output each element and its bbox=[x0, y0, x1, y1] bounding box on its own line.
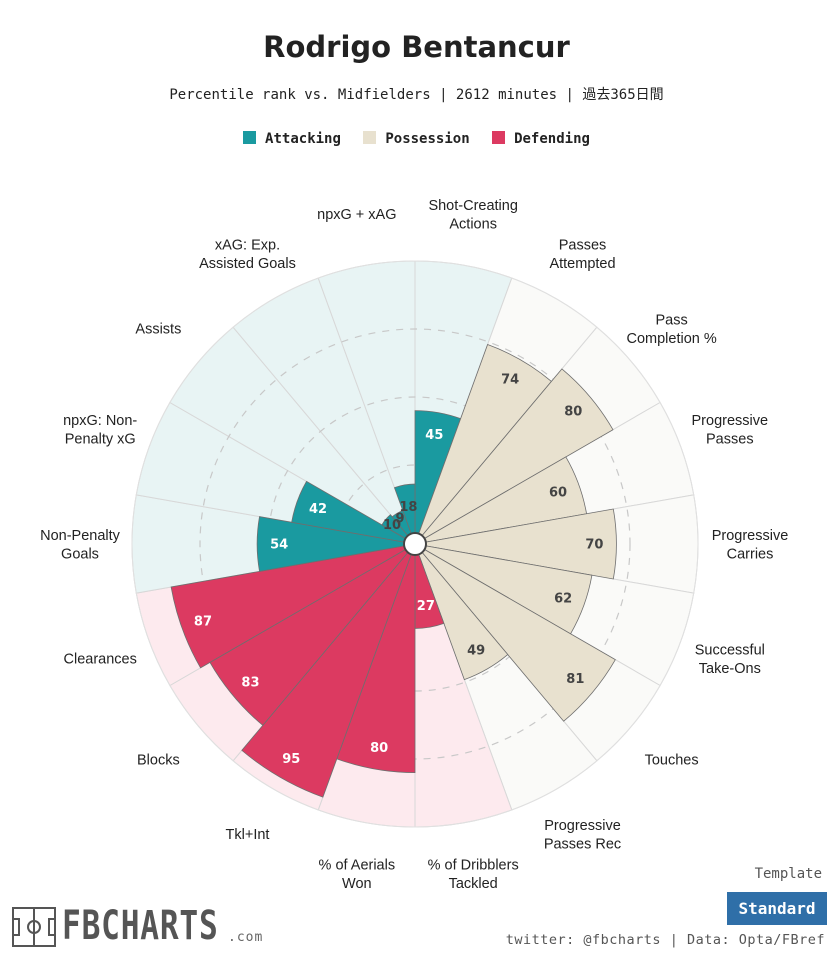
category-label-line: Progressive bbox=[692, 413, 769, 429]
category-label-line: Passes bbox=[559, 238, 607, 254]
value-label-clearances: 87 bbox=[194, 615, 212, 630]
category-label-line: Clearances bbox=[64, 652, 137, 668]
legend-item-defending: Defending bbox=[492, 131, 590, 147]
category-label-line: Tkl+Int bbox=[226, 827, 270, 843]
chart-subtitle: Percentile rank vs. Midfielders | 2612 m… bbox=[169, 87, 664, 103]
category-label-blocks: Blocks bbox=[137, 752, 180, 768]
category-label-line: % of Aerials bbox=[319, 858, 396, 874]
value-label-progressive-carries: 70 bbox=[585, 538, 603, 553]
category-label-progressive-carries: Progressive Carries bbox=[712, 528, 789, 563]
legend-label-defending: Defending bbox=[514, 131, 590, 147]
category-label-touches: Touches bbox=[645, 752, 699, 768]
category-label-line: Passes bbox=[706, 432, 754, 448]
value-label-blocks: 83 bbox=[241, 676, 259, 691]
category-label-line: Won bbox=[342, 876, 372, 892]
legend-label-attacking: Attacking bbox=[265, 131, 341, 147]
value-label-npxg-xag: 18 bbox=[399, 500, 417, 515]
category-label-xag-exp-assisted-goals: xAG: Exp. Assisted Goals bbox=[199, 238, 296, 273]
value-label-npxg-non-penalty-xg: 42 bbox=[309, 502, 327, 517]
value-label-assists: 10 bbox=[383, 518, 401, 533]
template-label: Template bbox=[754, 866, 822, 882]
category-label-line: Touches bbox=[645, 752, 699, 768]
legend-item-attacking: Attacking bbox=[243, 131, 341, 147]
category-label-passes-attempted: Passes Attempted bbox=[549, 238, 615, 273]
category-label-line: Penalty xG bbox=[65, 432, 136, 448]
category-label-line: Progressive bbox=[544, 818, 621, 834]
template-standard-button[interactable]: Standard bbox=[727, 892, 827, 925]
category-label-line: Blocks bbox=[137, 752, 180, 768]
category-label-line: % of Dribblers bbox=[428, 858, 519, 874]
category-label-line: Take-Ons bbox=[699, 661, 761, 677]
value-label-progressive-passes: 60 bbox=[549, 485, 567, 500]
category-label-line: npxG: Non- bbox=[63, 413, 137, 429]
category-label-line: npxG + xAG bbox=[317, 207, 396, 223]
brand-logo-text: FBCHARTS bbox=[62, 903, 219, 949]
legend-item-possession: Possession bbox=[363, 131, 470, 147]
category-label-npxg-xag: npxG + xAG bbox=[317, 207, 396, 223]
value-label-progressive-passes-rec: 49 bbox=[467, 643, 485, 658]
chart-title: Rodrigo Bentancur bbox=[263, 30, 570, 64]
category-label-line: Assisted Goals bbox=[199, 256, 296, 272]
value-label-xag-exp-assisted-goals: 9 bbox=[395, 512, 404, 527]
category-label-line: xAG: Exp. bbox=[215, 238, 280, 254]
legend-swatch-attacking bbox=[243, 131, 257, 144]
category-label-non-penalty-goals: Non-Penalty Goals bbox=[40, 528, 121, 563]
category-label-progressive-passes-rec: Progressive Passes Rec bbox=[544, 818, 621, 853]
center-hub bbox=[403, 532, 427, 556]
category-label-shot-creating-actions: Shot-Creating Actions bbox=[428, 198, 517, 233]
legend-swatch-possession bbox=[363, 131, 377, 144]
category-label-progressive-passes: Progressive Passes bbox=[692, 413, 769, 448]
category-label-line: Passes Rec bbox=[544, 836, 621, 852]
value-label-of-aerials-won: 80 bbox=[370, 741, 388, 756]
brand-logo-suffix: .com bbox=[228, 930, 264, 945]
category-label-tkl-int: Tkl+Int bbox=[226, 827, 270, 843]
category-label-line: Tackled bbox=[449, 876, 498, 892]
pitch-logo-icon bbox=[12, 907, 56, 947]
category-label-of-aerials-won: % of Aerials Won bbox=[319, 858, 396, 893]
legend: Attacking Possession Defending bbox=[0, 131, 833, 147]
value-label-successful-take-ons: 62 bbox=[554, 591, 572, 606]
credits-text: twitter: @fbcharts | Data: Opta/FBref bbox=[505, 932, 825, 948]
legend-label-possession: Possession bbox=[385, 131, 470, 147]
category-label-line: Non-Penalty bbox=[40, 528, 121, 544]
category-label-successful-take-ons: Successful Take-Ons bbox=[695, 642, 765, 677]
category-label-clearances: Clearances bbox=[64, 652, 137, 668]
category-label-pass-completion: Pass Completion % bbox=[626, 312, 716, 347]
value-label-shot-creating-actions: 45 bbox=[425, 428, 443, 443]
category-label-line: Shot-Creating bbox=[428, 198, 517, 214]
category-label-line: Successful bbox=[695, 642, 765, 658]
category-label-line: Carries bbox=[727, 546, 774, 562]
category-label-line: Pass bbox=[655, 312, 687, 328]
category-label-line: Goals bbox=[61, 546, 99, 562]
category-label-line: Attempted bbox=[549, 256, 615, 272]
category-label-line: Actions bbox=[449, 216, 497, 232]
value-label-tkl-int: 95 bbox=[282, 752, 300, 767]
value-label-touches: 81 bbox=[566, 672, 584, 687]
value-label-pass-completion: 80 bbox=[564, 405, 582, 420]
outer-ring bbox=[131, 260, 699, 828]
category-label-npxg-non-penalty-xg: npxG: Non- Penalty xG bbox=[63, 413, 137, 448]
category-label-line: Completion % bbox=[626, 331, 716, 347]
value-label-non-penalty-goals: 54 bbox=[270, 538, 288, 553]
legend-swatch-defending bbox=[492, 131, 506, 144]
category-label-of-dribblers-tackled: % of Dribblers Tackled bbox=[428, 858, 519, 893]
category-label-line: Progressive bbox=[712, 528, 789, 544]
category-label-line: Assists bbox=[135, 322, 181, 338]
value-label-passes-attempted: 74 bbox=[501, 373, 519, 388]
category-label-assists: Assists bbox=[135, 322, 181, 338]
value-label-of-dribblers-tackled: 27 bbox=[417, 599, 435, 614]
